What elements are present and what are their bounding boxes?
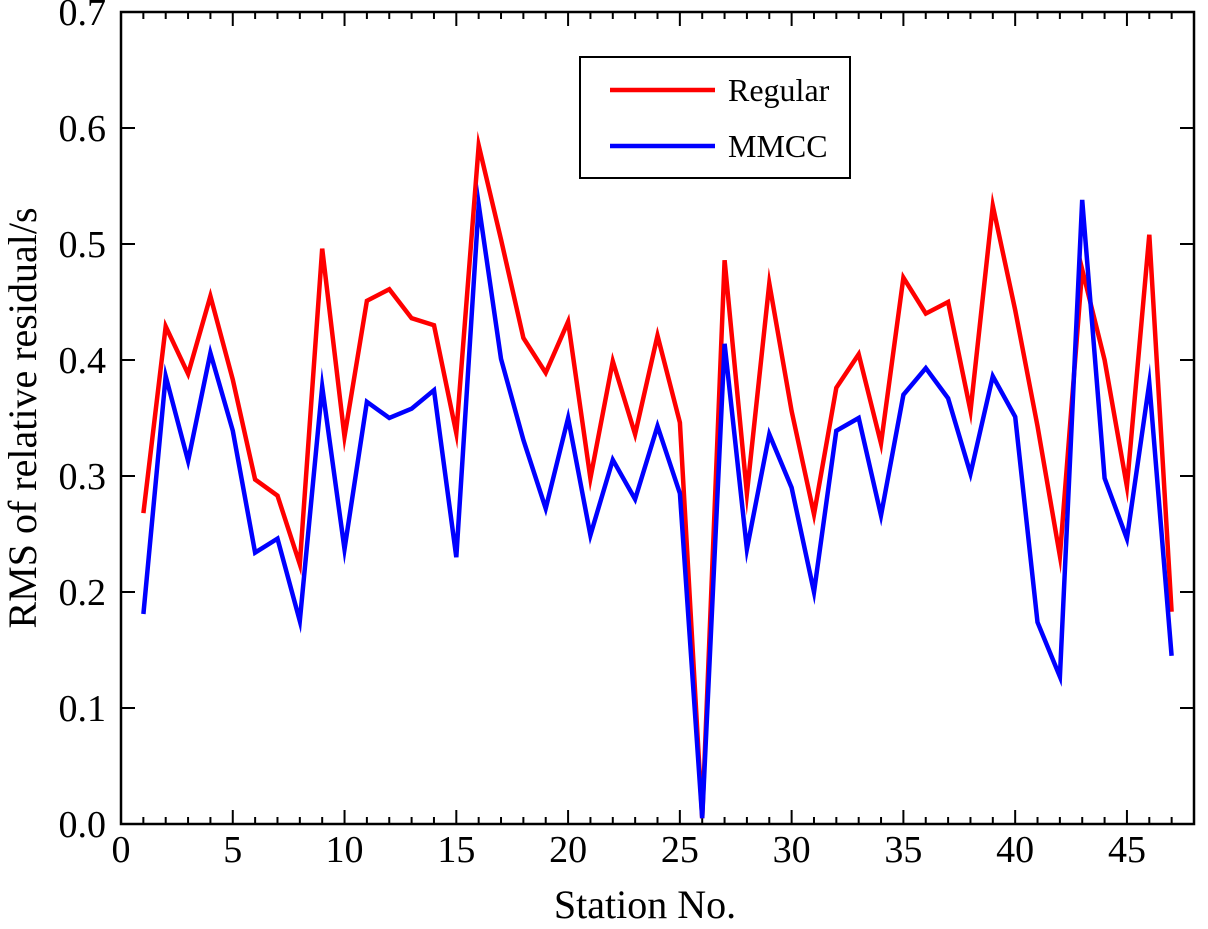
x-tick-label: 20 bbox=[549, 829, 587, 871]
series-lines bbox=[141, 130, 1174, 819]
y-tick-label: 0.7 bbox=[59, 0, 107, 34]
legend-box bbox=[579, 56, 851, 179]
y-tick-label: 0.0 bbox=[59, 804, 107, 846]
x-tick-label: 25 bbox=[661, 829, 699, 871]
series-line-regular bbox=[141, 130, 1174, 819]
y-tick-label: 0.1 bbox=[59, 688, 107, 730]
series-line-mmcc bbox=[141, 182, 1174, 819]
y-axis-title: RMS of relative residual/s bbox=[0, 207, 45, 628]
x-tick-label: 45 bbox=[1108, 829, 1146, 871]
axis-ticks bbox=[121, 12, 1194, 824]
tick-labels: 0 5 10 15 20 25 30 35 40 45 0.0 0.1 0.2 0.3 0.4 0.5 0.6 0… bbox=[59, 0, 1146, 871]
x-tick-label: 35 bbox=[884, 829, 922, 871]
y-tick-label: 0.2 bbox=[59, 572, 107, 614]
x-tick-label: 0 bbox=[112, 829, 131, 871]
y-tick-label: 0.5 bbox=[59, 224, 107, 266]
x-tick-label: 30 bbox=[773, 829, 811, 871]
x-tick-label: 10 bbox=[326, 829, 364, 871]
x-axis-title: Station No. bbox=[554, 882, 736, 927]
x-tick-label: 5 bbox=[223, 829, 242, 871]
x-tick-label: 15 bbox=[437, 829, 475, 871]
x-tick-label: 40 bbox=[996, 829, 1034, 871]
y-tick-label: 0.3 bbox=[59, 456, 107, 498]
legend: Regular MMCC bbox=[579, 56, 851, 179]
legend-label-mmcc: MMCC bbox=[728, 128, 828, 164]
y-tick-label: 0.6 bbox=[59, 108, 107, 150]
y-tick-label: 0.4 bbox=[59, 340, 107, 382]
legend-label-regular: Regular bbox=[728, 72, 830, 108]
